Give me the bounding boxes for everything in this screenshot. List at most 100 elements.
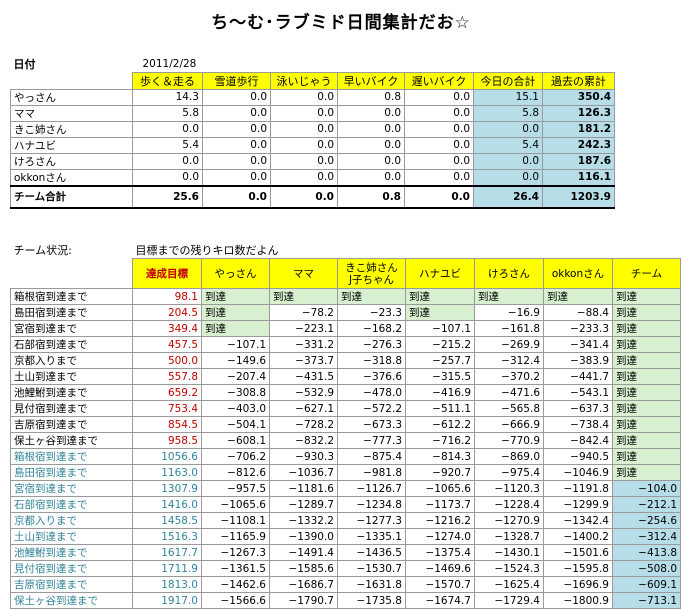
value-cell: 0.0	[202, 104, 271, 122]
remaining-cell: −1126.7	[337, 480, 406, 497]
reached-cell: 到達	[612, 288, 681, 305]
table-row: ママ 5.8 0.0 0.0 0.0 0.0 5.8 126.3	[10, 104, 615, 122]
value-cell: 0.0	[473, 152, 543, 170]
reached-cell: 到達	[612, 464, 681, 481]
goal-name: 京都入りまで	[10, 512, 133, 529]
value-cell: 0.0	[404, 168, 474, 186]
column-header: やっさん	[201, 258, 270, 289]
column-header: きこ姉さん J子ちゃん	[337, 258, 406, 289]
column-header: けろさん	[474, 258, 544, 289]
remaining-cell: −161.8	[474, 320, 544, 337]
remaining-cell: −1328.7	[474, 528, 544, 545]
table-row: 石部宿到達まで 1416.0 −1065.6 −1289.7 −1234.8 −1173.…	[10, 496, 681, 513]
daily-header-row: 歩く＆走る 雪道歩行 泳いじゃう 早いバイク 遅いバイク 今日の合計 過去の累計	[10, 71, 615, 90]
remaining-cell: −1299.9	[543, 496, 613, 513]
remaining-cell: −508.0	[612, 560, 681, 577]
remaining-cell: −312.4	[612, 528, 681, 545]
reached-cell: 到達	[405, 304, 475, 321]
value-cell: 5.8	[473, 104, 543, 122]
remaining-cell: −1674.7	[405, 592, 475, 609]
remaining-cell: −1274.0	[405, 528, 475, 545]
value-cell: 0.0	[132, 152, 203, 170]
value-cell: 187.6	[542, 152, 615, 170]
remaining-cell: −1530.7	[337, 560, 406, 577]
value-cell: 0.0	[132, 120, 203, 138]
value-cell: 126.3	[542, 104, 615, 122]
status-header-row: 達成目標 やっさん ママ きこ姉さん J子ちゃん ハナユビ けろさん okkonさん チーム	[10, 258, 681, 289]
column-header: 達成目標	[132, 258, 202, 289]
value-cell: 0.0	[202, 168, 271, 186]
remaining-cell: −215.2	[405, 336, 475, 353]
remaining-cell: −1375.4	[405, 544, 475, 561]
table-row: 見付宿到達まで 753.4 −403.0 −627.1 −572.2 −511.1 −565…	[10, 400, 681, 417]
remaining-cell: −413.8	[612, 544, 681, 561]
table-row: けろさん 0.0 0.0 0.0 0.0 0.0 0.0 187.6	[10, 152, 615, 170]
remaining-cell: −666.9	[474, 416, 544, 433]
remaining-cell: −104.0	[612, 480, 681, 497]
remaining-cell: −1036.7	[269, 464, 338, 481]
table-row: 吉原宿到達まで 854.5 −504.1 −728.2 −673.3 −612.2 −666…	[10, 416, 681, 433]
remaining-cell: −1735.8	[337, 592, 406, 609]
goal-name: 土山到達まで	[10, 368, 133, 385]
remaining-cell: −1361.5	[201, 560, 270, 577]
remaining-cell: −1332.2	[269, 512, 338, 529]
member-name: やっさん	[10, 88, 133, 106]
remaining-cell: −1462.6	[201, 576, 270, 593]
empty-cell	[475, 242, 544, 259]
table-row: 箱根宿到達まで 98.1 到達 到達 到達 到達 到達 到達 到達	[10, 288, 681, 305]
goal-km: 1813.0	[132, 576, 202, 593]
column-header: okkonさん	[543, 258, 613, 289]
value-cell: 5.8	[132, 104, 203, 122]
remaining-cell: −308.8	[201, 384, 270, 401]
status-note: 目標までの残りキロ数だよん	[135, 244, 279, 257]
remaining-cell: −1491.4	[269, 544, 338, 561]
column-header: チーム	[612, 258, 681, 289]
goal-name: 保土ヶ谷到達まで	[10, 432, 133, 449]
remaining-cell: −315.5	[405, 368, 475, 385]
team-total-row: チーム合計 25.6 0.0 0.0 0.8 0.0 26.4 1203.9	[10, 184, 615, 209]
column-header: 早いバイク	[337, 71, 405, 90]
value-cell: 0.0	[270, 168, 338, 186]
reached-cell: 到達	[612, 368, 681, 385]
value-cell: 0.0	[404, 136, 474, 154]
remaining-cell: −812.6	[201, 464, 270, 481]
table-row: 島田宿到達まで 1163.0 −812.6 −1036.7 −981.8 −920.7 −9…	[10, 464, 681, 481]
remaining-cell: −1686.7	[269, 576, 338, 593]
goal-km: 98.1	[132, 288, 202, 305]
empty-cell	[543, 56, 615, 72]
remaining-cell: −373.7	[269, 352, 338, 369]
column-header: 雪道歩行	[202, 71, 271, 90]
goal-name: 吉原宿到達まで	[10, 576, 133, 593]
empty-cell	[270, 242, 338, 259]
goal-km: 1416.0	[132, 496, 202, 513]
reached-cell: 到達	[612, 432, 681, 449]
remaining-cell: −233.3	[543, 320, 613, 337]
remaining-cell: −572.2	[337, 400, 406, 417]
reached-cell: 到達	[612, 352, 681, 369]
reached-cell: 到達	[612, 384, 681, 401]
status-label: チーム状況:	[13, 244, 72, 258]
reached-cell: 到達	[612, 416, 681, 433]
status-table: チーム状況: 目標までの残りキロ数だよん 達成目標 やっさん ママ きこ姉さん J子ちゃん…	[10, 242, 681, 609]
table-row: ハナユビ 5.4 0.0 0.0 0.0 0.0 5.4 242.3	[10, 136, 615, 154]
goal-km: 457.5	[132, 336, 202, 353]
value-cell: 0.0	[202, 152, 271, 170]
remaining-cell: −107.1	[201, 336, 270, 353]
goal-name: 宮宿到達まで	[10, 480, 133, 497]
remaining-cell: −832.2	[269, 432, 338, 449]
column-header: 歩く＆走る	[132, 71, 203, 90]
value-cell: 0.0	[270, 152, 338, 170]
goal-name: 見付宿到達まで	[10, 400, 133, 417]
value-cell: 14.3	[132, 88, 203, 106]
table-row: 池鯉鮒到達まで 659.2 −308.8 −532.9 −478.0 −416.9 −471…	[10, 384, 681, 401]
remaining-cell: −223.1	[269, 320, 338, 337]
reached-cell: 到達	[201, 288, 270, 305]
remaining-cell: −1335.1	[337, 528, 406, 545]
column-header: 今日の合計	[473, 71, 543, 90]
remaining-cell: −478.0	[337, 384, 406, 401]
remaining-cell: −1065.6	[201, 496, 270, 513]
remaining-cell: −770.9	[474, 432, 544, 449]
value-cell: 181.2	[542, 120, 615, 138]
goal-km: 1056.6	[132, 448, 202, 465]
remaining-cell: −1390.0	[269, 528, 338, 545]
